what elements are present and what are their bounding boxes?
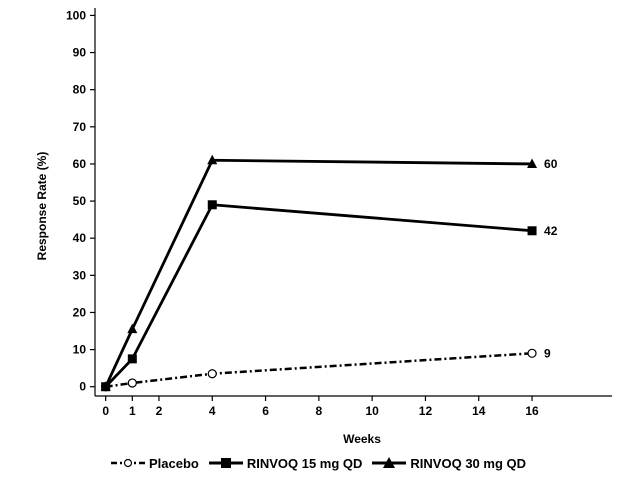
legend: Placebo RINVOQ 15 mg QD RINVOQ 30 mg QD (0, 452, 637, 474)
data-point-s0-3 (527, 348, 537, 358)
x-tick-label: 1 (129, 404, 136, 418)
data-point-s2-2 (207, 154, 218, 165)
x-axis-title: Weeks (343, 432, 381, 446)
data-point-s0-1 (127, 378, 137, 388)
x-tick-label: 6 (262, 404, 269, 418)
legend-item-rinvoq-30: RINVOQ 30 mg QD (372, 456, 526, 471)
series-line-0 (105, 352, 533, 388)
series-line-1 (104, 203, 533, 388)
series-layer (100, 154, 538, 392)
data-point-s2-3 (527, 158, 538, 168)
legend-label-placebo: Placebo (148, 455, 199, 471)
y-axis-title: Response Rate (%) (35, 152, 49, 261)
x-tick-label: 2 (156, 404, 163, 418)
series-line-2 (104, 158, 533, 388)
legend-swatch-open-circle-icon (110, 458, 145, 468)
y-tick-label: 50 (73, 194, 87, 208)
end-value-label-1: 42 (544, 224, 558, 238)
labels-layer: 9 42 60 (544, 157, 558, 360)
y-tick-label: 40 (73, 231, 87, 245)
legend-swatch-filled-triangle-icon (372, 457, 407, 468)
end-value-label-0: 9 (544, 346, 551, 360)
x-tick-label: 14 (472, 404, 486, 418)
data-point-s2-1 (127, 323, 138, 334)
data-point-s1-1 (127, 354, 137, 364)
y-tick-label: 70 (73, 120, 87, 134)
legend-item-rinvoq-15: RINVOQ 15 mg QD (208, 455, 363, 471)
data-point-s0-2 (207, 369, 217, 379)
legend-label-rinvoq-15: RINVOQ 15 mg QD (246, 455, 363, 471)
legend-swatch-filled-square-icon (208, 458, 243, 468)
x-tick-label: 8 (316, 404, 323, 418)
data-point-s1-3 (527, 226, 537, 236)
x-tick-label: 12 (419, 404, 433, 418)
y-tick-label: 10 (73, 343, 87, 357)
legend-label-rinvoq-30: RINVOQ 30 mg QD (410, 455, 526, 471)
y-tick-label: 80 (73, 83, 87, 97)
y-tick-label: 90 (73, 46, 87, 60)
y-tick-label: 60 (73, 157, 87, 171)
y-tick-label: 20 (73, 305, 87, 319)
x-tick-label: 4 (209, 404, 216, 418)
y-tick-label: 100 (66, 8, 86, 22)
y-tick-label: 30 (73, 268, 87, 282)
x-tick-label: 0 (102, 404, 109, 418)
x-tick-label: 10 (365, 404, 379, 418)
end-value-label-2: 60 (544, 157, 558, 171)
legend-item-placebo: Placebo (110, 455, 199, 471)
data-point-s2-0 (100, 381, 111, 391)
y-tick-label: 0 (79, 380, 86, 394)
x-tick-label: 16 (525, 404, 539, 418)
data-point-s1-2 (207, 200, 217, 210)
